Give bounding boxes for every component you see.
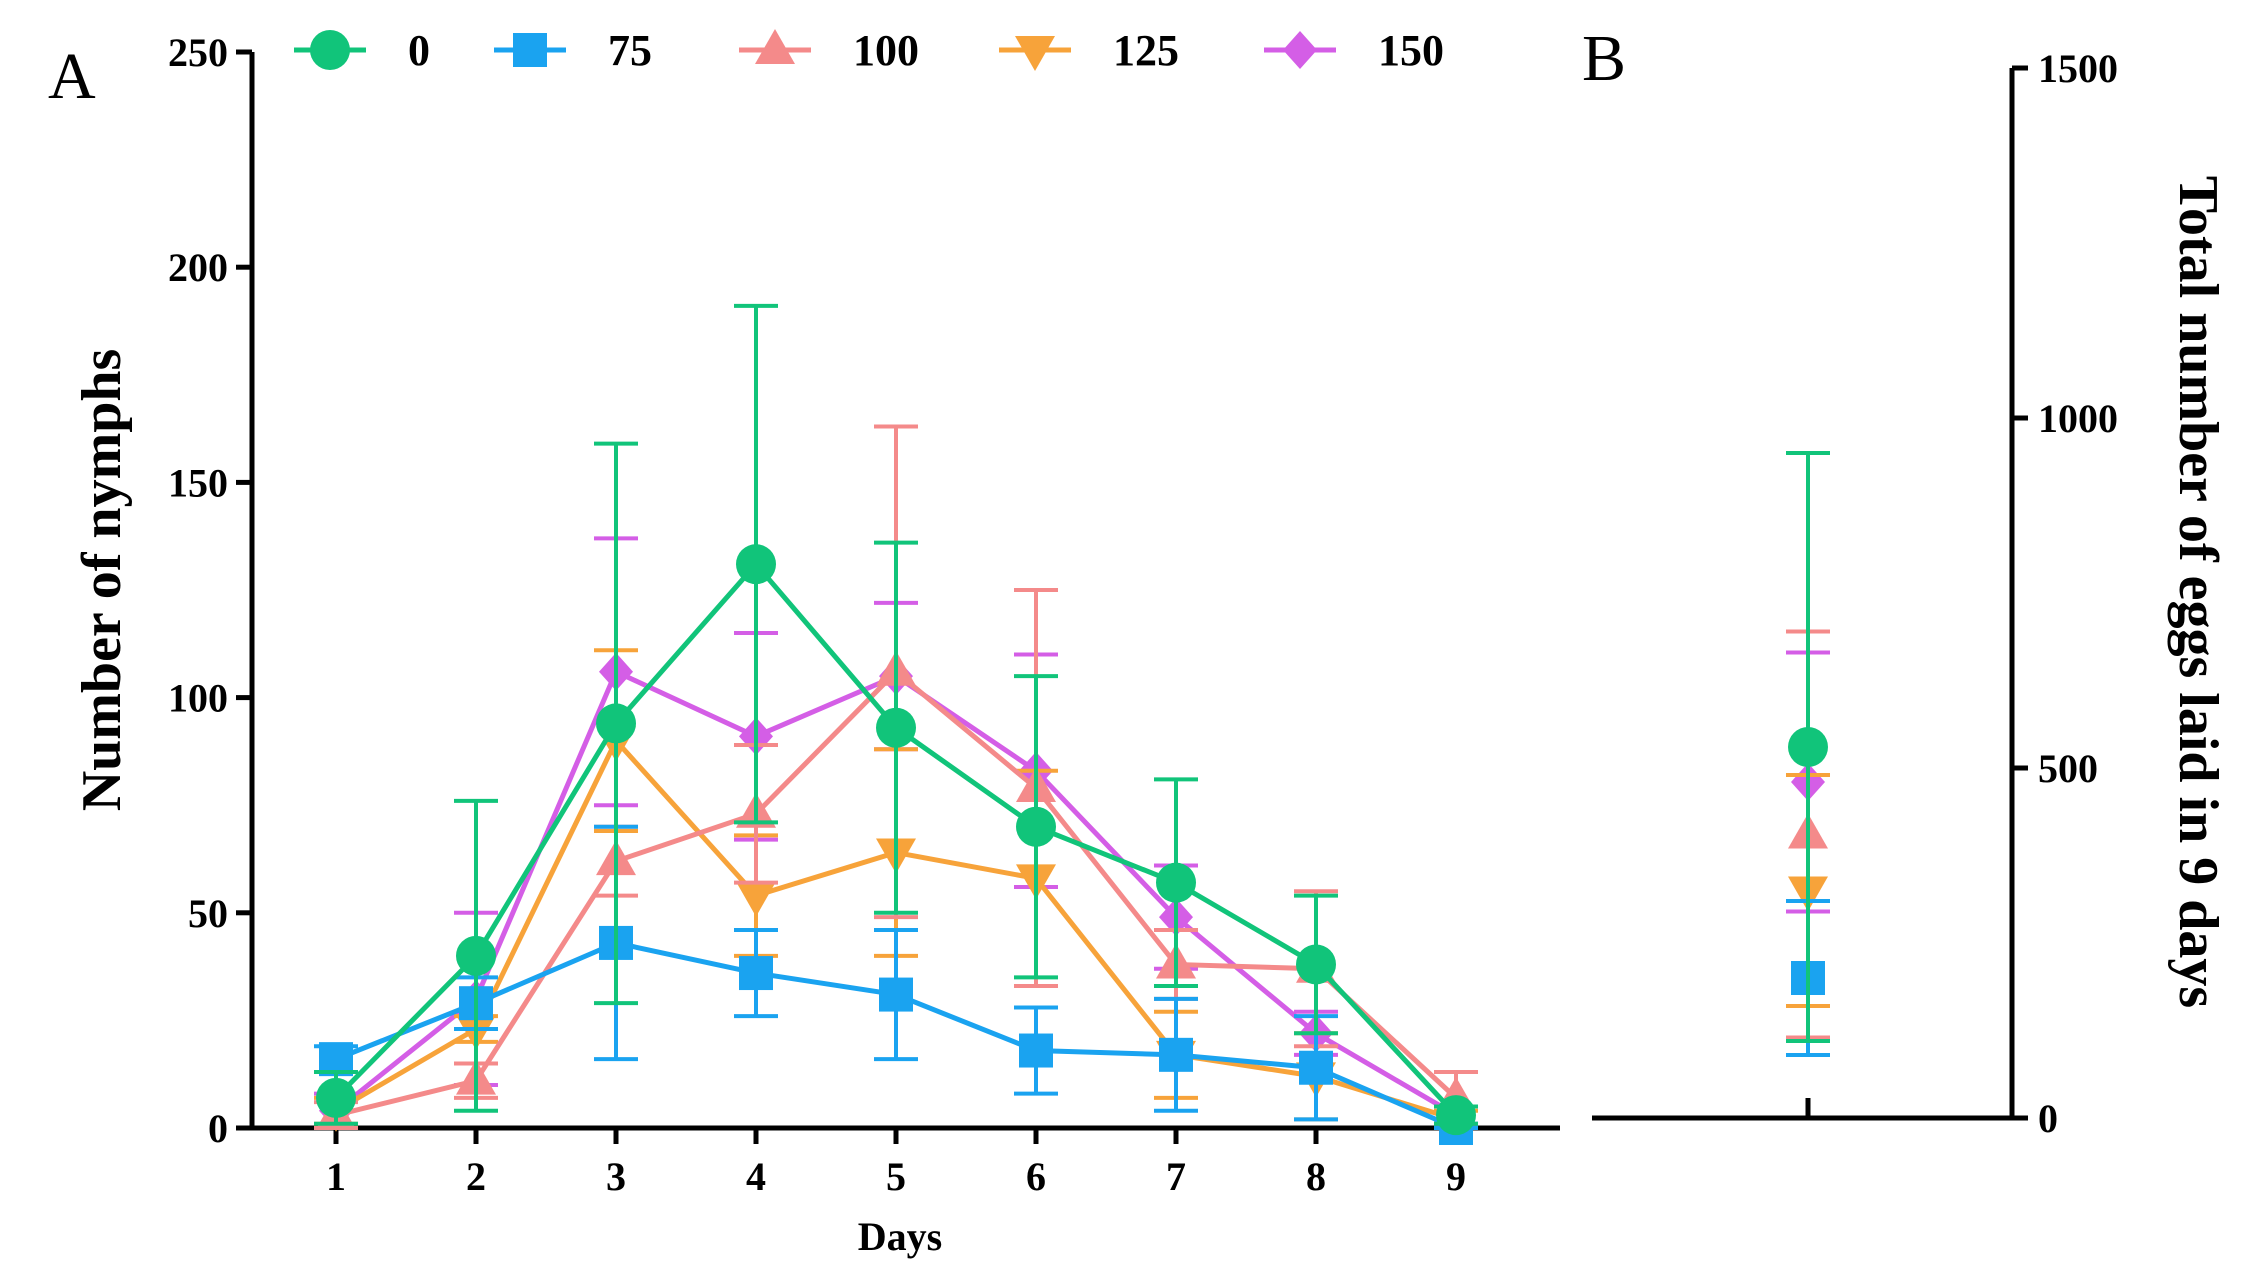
panel-a-x-tick-label: 2: [466, 1154, 486, 1199]
panel-a-y-tick-label: 150: [168, 460, 228, 505]
data-point: [739, 956, 773, 991]
data-point: [1016, 806, 1056, 847]
panel-a-x-axis-title: Days: [858, 1214, 942, 1259]
legend-label: 150: [1378, 26, 1444, 75]
data-point: [596, 703, 636, 744]
panel-a-y-axis-title: Number of nymphs: [71, 349, 133, 812]
axes-layer: 0 50 100 150 200 250 1 2 3 4 5 6 7 8 9 0 500 1000 1500: [168, 30, 2118, 1199]
legend-item-100: 100: [739, 26, 919, 75]
data-point: [1156, 862, 1196, 903]
legend-marker: [1283, 31, 1317, 69]
data-point: [1296, 944, 1336, 985]
legend-item-0: 0: [294, 26, 430, 75]
legend-marker: [513, 33, 547, 67]
legend-marker: [310, 30, 350, 70]
legend: 0 75 100 125 150: [294, 26, 1444, 75]
series-layer: [314, 303, 1830, 1145]
data-point: [456, 935, 496, 976]
panel-a-x-tick-label: 8: [1306, 1154, 1326, 1199]
labels-layer: A B Number of nymphs Days Total number o…: [48, 22, 2229, 1259]
series-0: [314, 303, 1478, 1136]
panel-b-y-tick-label: 500: [2038, 746, 2098, 791]
panel-a-x-tick-label: 6: [1026, 1154, 1046, 1199]
panel-b-series-0: [1786, 451, 1830, 1043]
legend-marker: [755, 29, 795, 64]
panel-b-y-tick-label: 0: [2038, 1096, 2058, 1141]
data-point: [736, 544, 776, 585]
panel-b-y-axis-title: Total number of eggs laid in 9 days: [2167, 176, 2229, 1008]
panel-a-y-tick-label: 100: [168, 676, 228, 721]
panel-a-x-tick-label: 3: [606, 1154, 626, 1199]
panel-a-x-tick-label: 1: [326, 1154, 346, 1199]
legend-item-125: 125: [999, 26, 1179, 75]
panel-a-y-tick-label: 250: [168, 30, 228, 75]
data-point: [876, 707, 916, 748]
legend-label: 75: [608, 26, 652, 75]
data-point: [316, 1077, 356, 1118]
panel-a-x-tick-label: 9: [1446, 1154, 1466, 1199]
data-point: [736, 881, 776, 917]
legend-item-150: 150: [1264, 26, 1444, 75]
legend-label: 100: [853, 26, 919, 75]
legend-item-75: 75: [494, 26, 652, 75]
panel-a-label: A: [48, 40, 96, 113]
data-point: [1436, 1095, 1476, 1136]
panel-a-y-tick-label: 200: [168, 245, 228, 290]
panel-b-y-tick-label: 1500: [2038, 46, 2118, 91]
data-point: [1159, 1037, 1193, 1072]
panel-a-x-tick-label: 5: [886, 1154, 906, 1199]
legend-marker: [1015, 36, 1055, 71]
panel-b-y-tick-label: 1000: [2038, 396, 2118, 441]
panel-a-y-tick-label: 0: [208, 1106, 228, 1151]
panel-a-y-tick-label: 50: [188, 891, 228, 936]
data-point: [879, 977, 913, 1012]
data-point: [1299, 1050, 1333, 1085]
panel-b-label: B: [1582, 22, 1626, 95]
legend-label: 125: [1113, 26, 1179, 75]
data-point: [1019, 1033, 1053, 1068]
legend-label: 0: [408, 26, 430, 75]
panel-a-x-tick-label: 7: [1166, 1154, 1186, 1199]
panel-a-x-tick-label: 4: [746, 1154, 766, 1199]
data-point: [1788, 727, 1828, 767]
